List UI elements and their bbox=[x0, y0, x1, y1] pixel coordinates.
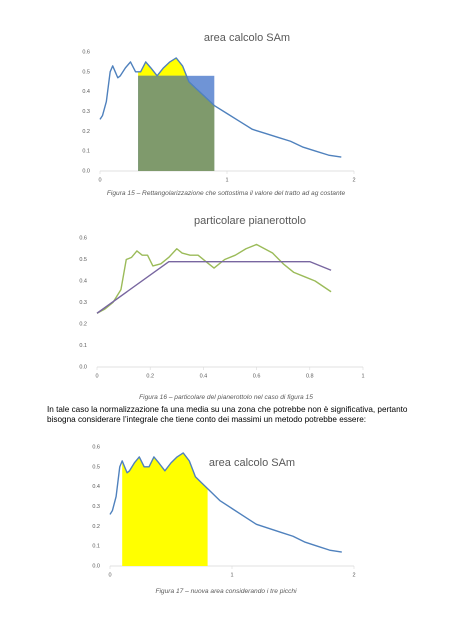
x-tick-label: 0 bbox=[98, 177, 101, 183]
y-tick-label: 0.1 bbox=[82, 149, 90, 155]
y-tick-label: 0.2 bbox=[82, 129, 90, 135]
figure-caption: Figura 15 – Rettangolarizzazione che sot… bbox=[107, 190, 346, 197]
data-line bbox=[96, 260, 332, 314]
data-line bbox=[99, 57, 342, 158]
y-tick-label: 0.0 bbox=[79, 364, 87, 370]
y-tick-label: 0.3 bbox=[79, 300, 87, 306]
y-tick-label: 0.6 bbox=[79, 235, 87, 241]
x-tick-label: 2 bbox=[352, 177, 355, 183]
y-tick-label: 0.2 bbox=[92, 524, 100, 530]
figure-caption: Figura 16 – particolare del pianerottolo… bbox=[139, 394, 313, 401]
y-tick-label: 0.0 bbox=[82, 168, 90, 174]
area-fill bbox=[122, 452, 208, 566]
x-tick-label: 0.4 bbox=[200, 373, 208, 379]
x-tick-label: 0.8 bbox=[306, 373, 314, 379]
x-tick-label: 0 bbox=[95, 373, 98, 379]
x-tick-label: 1 bbox=[361, 373, 364, 379]
y-tick-label: 0.3 bbox=[82, 109, 90, 115]
y-tick-label: 0.6 bbox=[82, 49, 90, 55]
x-tick-label: 2 bbox=[352, 572, 355, 578]
paragraph: In tale caso la normalizzazione fa una m… bbox=[47, 405, 408, 424]
y-tick-label: 0.4 bbox=[82, 89, 90, 95]
data-line bbox=[96, 243, 332, 314]
x-tick-label: 0.6 bbox=[253, 373, 261, 379]
y-tick-label: 0.5 bbox=[82, 69, 90, 75]
y-tick-label: 0.6 bbox=[92, 444, 100, 450]
figure-caption: Figura 17 – nuova area considerando i tr… bbox=[155, 588, 297, 595]
x-tick-label: 0 bbox=[108, 572, 111, 578]
y-tick-label: 0.4 bbox=[79, 278, 87, 284]
y-tick-label: 0.3 bbox=[92, 504, 100, 510]
x-tick-label: 1 bbox=[230, 572, 233, 578]
overlap-area bbox=[138, 75, 215, 171]
data-line bbox=[109, 452, 342, 553]
y-tick-label: 0.4 bbox=[92, 484, 100, 490]
y-tick-label: 0.0 bbox=[92, 563, 100, 569]
x-tick-label: 0.2 bbox=[146, 373, 154, 379]
y-tick-label: 0.5 bbox=[92, 464, 100, 470]
x-tick-label: 1 bbox=[225, 177, 228, 183]
chart-title: particolare pianerottolo bbox=[194, 215, 306, 227]
chart-title: area calcolo SAm bbox=[204, 32, 290, 44]
y-tick-label: 0.5 bbox=[79, 257, 87, 263]
y-tick-label: 0.2 bbox=[79, 321, 87, 327]
y-tick-label: 0.1 bbox=[79, 343, 87, 349]
chart-title: area calcolo SAm bbox=[209, 457, 295, 469]
y-tick-label: 0.1 bbox=[92, 544, 100, 550]
